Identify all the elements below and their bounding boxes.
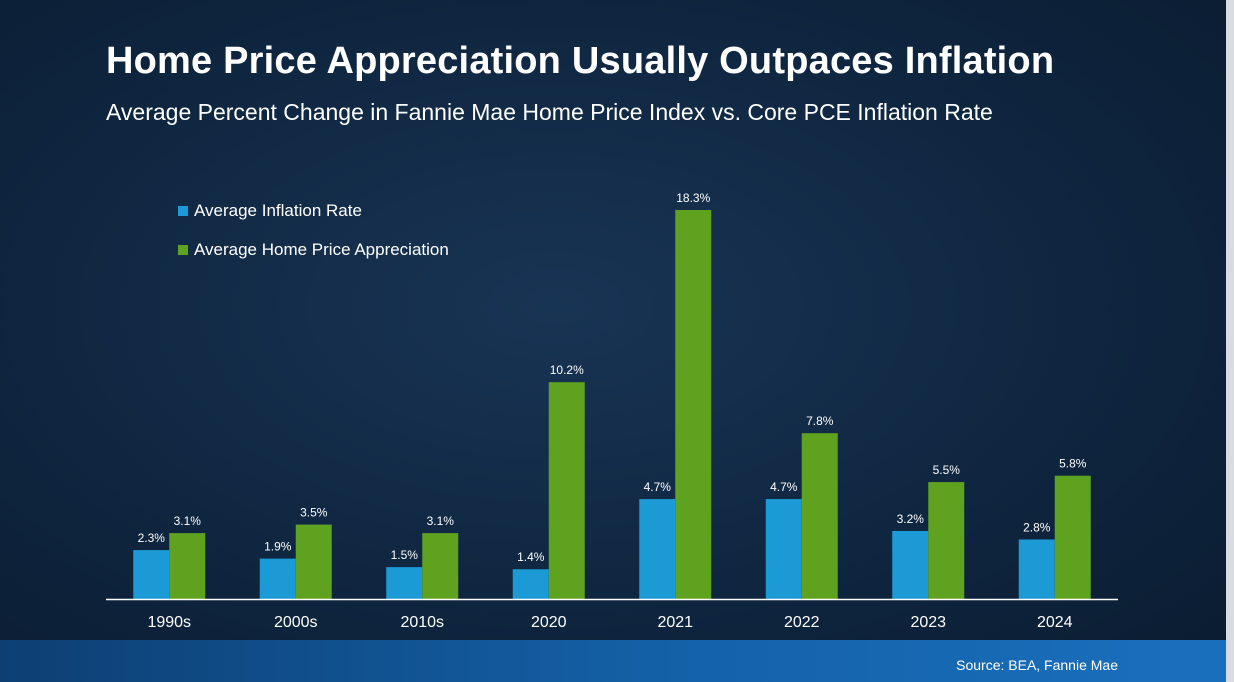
data-label-inflation-2023: 3.2% bbox=[897, 512, 925, 526]
data-label-home-price-2023: 5.5% bbox=[933, 463, 961, 477]
bar-inflation-2021 bbox=[639, 499, 676, 599]
data-label-inflation-2022: 4.7% bbox=[770, 480, 798, 494]
data-label-inflation-2010s: 1.5% bbox=[391, 548, 419, 562]
legend-item-inflation: Average Inflation Rate bbox=[178, 200, 449, 222]
bar-home-price-2024 bbox=[1054, 475, 1091, 599]
bar-home-price-1990s bbox=[169, 533, 206, 599]
data-label-inflation-2021: 4.7% bbox=[644, 480, 672, 494]
x-tick-label-1990s: 1990s bbox=[147, 614, 191, 631]
chart-title: Home Price Appreciation Usually Outpaces… bbox=[106, 40, 1055, 82]
x-tick-label-2023: 2023 bbox=[910, 614, 946, 631]
bar-inflation-1990s bbox=[133, 550, 170, 599]
data-label-inflation-1990s: 2.3% bbox=[138, 531, 166, 545]
bar-home-price-2023 bbox=[928, 482, 965, 599]
data-label-inflation-2020: 1.4% bbox=[517, 550, 545, 564]
bar-home-price-2010s bbox=[422, 533, 459, 599]
bar-inflation-2020 bbox=[512, 569, 549, 599]
legend-swatch-inflation bbox=[178, 206, 188, 216]
x-tick-label-2000s: 2000s bbox=[274, 614, 318, 631]
bar-inflation-2022 bbox=[765, 499, 802, 599]
legend-label-home-price: Average Home Price Appreciation bbox=[194, 240, 449, 259]
data-label-home-price-2024: 5.8% bbox=[1059, 457, 1087, 471]
data-label-home-price-2010s: 3.1% bbox=[427, 514, 455, 528]
x-tick-label-2021: 2021 bbox=[657, 614, 693, 631]
data-label-inflation-2000s: 1.9% bbox=[264, 540, 292, 554]
footer-bar: Source: BEA, Fannie Mae bbox=[0, 640, 1226, 682]
data-label-home-price-1990s: 3.1% bbox=[174, 514, 202, 528]
data-label-inflation-2024: 2.8% bbox=[1023, 520, 1051, 534]
bar-chart: 2.3% 3.1% 1990s 1.9% 3.5% 2000s 1.5% 3.1% 2010s 1… bbox=[133, 191, 1091, 631]
legend-label-inflation: Average Inflation Rate bbox=[194, 201, 362, 220]
bar-inflation-2023 bbox=[892, 530, 929, 599]
source-note: Source: BEA, Fannie Mae bbox=[956, 657, 1118, 673]
data-label-home-price-2021: 18.3% bbox=[676, 191, 710, 205]
bar-home-price-2020 bbox=[548, 382, 585, 599]
bar-inflation-2010s bbox=[386, 567, 423, 599]
data-label-home-price-2022: 7.8% bbox=[806, 414, 834, 428]
x-tick-label-2024: 2024 bbox=[1037, 614, 1073, 631]
bar-home-price-2000s bbox=[295, 524, 332, 599]
bar-home-price-2021 bbox=[675, 210, 712, 599]
data-label-home-price-2020: 10.2% bbox=[550, 363, 584, 377]
chart-subtitle: Average Percent Change in Fannie Mae Hom… bbox=[106, 99, 993, 125]
x-tick-label-2020: 2020 bbox=[531, 614, 567, 631]
x-tick-label-2010s: 2010s bbox=[400, 614, 444, 631]
legend-item-home-price: Average Home Price Appreciation bbox=[178, 239, 449, 261]
bar-home-price-2022 bbox=[801, 433, 838, 599]
slide-edge bbox=[1226, 0, 1234, 682]
legend-swatch-home-price bbox=[178, 245, 188, 255]
data-label-home-price-2000s: 3.5% bbox=[300, 506, 328, 520]
chart-legend: Average Inflation Rate Average Home Pric… bbox=[178, 200, 449, 278]
bar-inflation-2000s bbox=[259, 558, 296, 599]
bar-inflation-2024 bbox=[1018, 539, 1055, 599]
x-tick-label-2022: 2022 bbox=[784, 614, 820, 631]
